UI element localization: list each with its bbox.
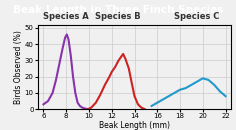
Text: Species C: Species C bbox=[174, 12, 220, 21]
X-axis label: Beak Length (mm): Beak Length (mm) bbox=[99, 121, 170, 130]
Text: Beak Length in Three Finch Species: Beak Length in Three Finch Species bbox=[13, 5, 223, 15]
Text: Species A: Species A bbox=[43, 12, 89, 21]
Text: Species B: Species B bbox=[95, 12, 140, 21]
Y-axis label: Birds Observed (%): Birds Observed (%) bbox=[14, 30, 23, 104]
